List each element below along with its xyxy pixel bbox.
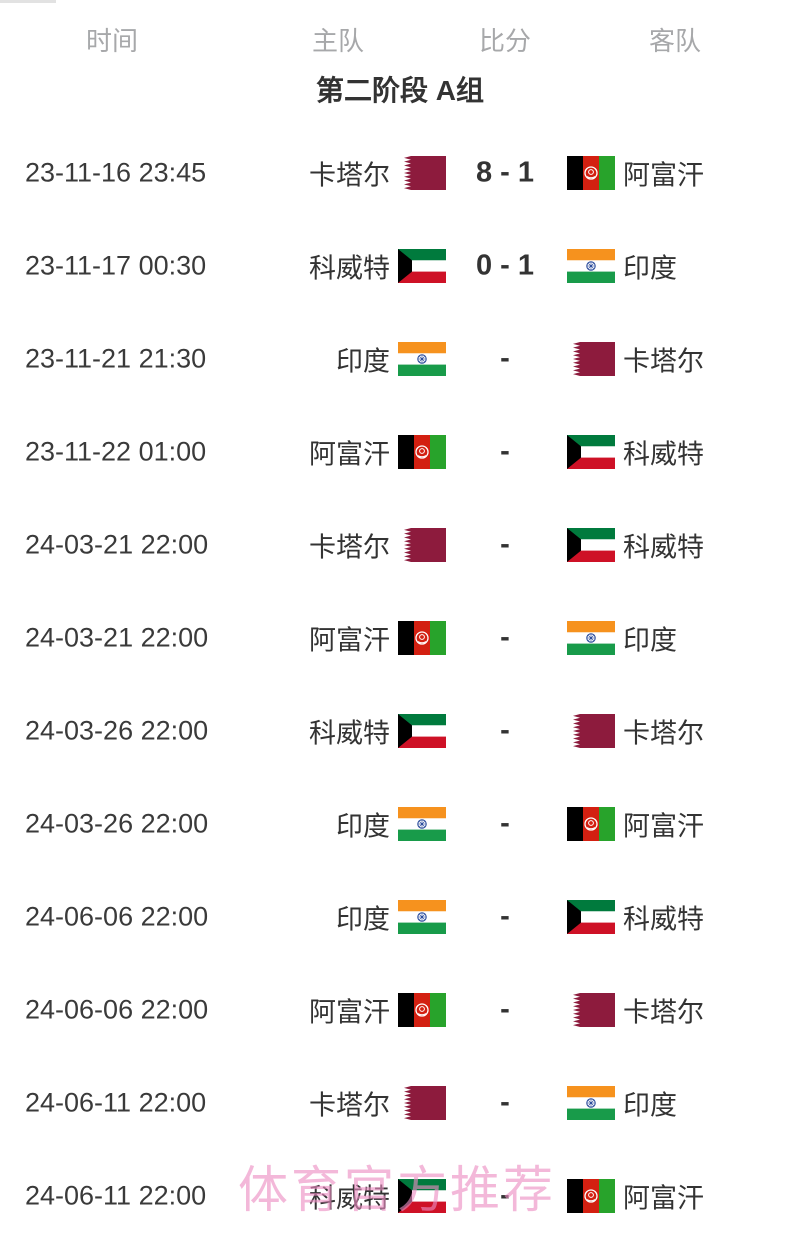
match-row[interactable]: 24-06-06 22:00 阿富汗 - 卡塔尔 bbox=[0, 963, 800, 1056]
match-score: - bbox=[500, 1086, 510, 1118]
india-flag-icon bbox=[567, 1085, 615, 1120]
india-flag-icon bbox=[567, 620, 615, 655]
away-team-name: 科威特 bbox=[623, 439, 704, 469]
screen-edge-artifact bbox=[0, 0, 56, 3]
match-score: - bbox=[500, 342, 510, 374]
home-team-name: 科威特 bbox=[309, 718, 390, 748]
away-team-name: 印度 bbox=[623, 253, 677, 283]
home-team-name: 卡塔尔 bbox=[309, 1090, 390, 1120]
match-time: 23-11-22 01:00 bbox=[25, 436, 207, 466]
match-time: 24-03-21 22:00 bbox=[25, 622, 209, 652]
group-stage-title: 第二阶段 A组 bbox=[315, 75, 484, 106]
afghanistan-flag-icon bbox=[567, 1178, 615, 1213]
away-team-name: 卡塔尔 bbox=[623, 997, 704, 1027]
match-row[interactable]: 24-03-26 22:00 印度 - 阿富汗 bbox=[0, 777, 800, 870]
away-team-name: 阿富汗 bbox=[623, 811, 704, 841]
match-time: 24-06-06 22:00 bbox=[25, 901, 209, 931]
header-away-label: 客队 bbox=[648, 26, 702, 56]
away-team-name: 科威特 bbox=[623, 532, 704, 562]
home-team-name: 印度 bbox=[336, 904, 390, 934]
away-team-name: 阿富汗 bbox=[623, 1183, 704, 1213]
home-team-name: 阿富汗 bbox=[309, 997, 390, 1027]
home-team-name: 科威特 bbox=[309, 1183, 390, 1213]
home-team-name: 阿富汗 bbox=[309, 625, 390, 655]
afghanistan-flag-icon bbox=[398, 992, 446, 1027]
away-team-name: 科威特 bbox=[623, 904, 704, 934]
afghanistan-flag-icon bbox=[398, 620, 446, 655]
qatar-flag-icon bbox=[398, 155, 446, 190]
qatar-flag-icon bbox=[567, 992, 615, 1027]
home-team-name: 印度 bbox=[336, 811, 390, 841]
match-score: - bbox=[500, 621, 510, 653]
match-row[interactable]: 23-11-21 21:30 印度 - 卡塔尔 bbox=[0, 312, 800, 405]
header-home-label: 主队 bbox=[311, 26, 365, 56]
match-score: - bbox=[500, 528, 510, 560]
match-row[interactable]: 24-03-26 22:00 科威特 - 卡塔尔 bbox=[0, 684, 800, 777]
away-team-name: 卡塔尔 bbox=[623, 346, 704, 376]
home-team-name: 卡塔尔 bbox=[309, 532, 390, 562]
afghanistan-flag-icon bbox=[398, 434, 446, 469]
match-score: - bbox=[500, 807, 510, 839]
match-time: 24-06-11 22:00 bbox=[25, 1180, 207, 1210]
match-score: - bbox=[500, 1179, 510, 1211]
kuwait-flag-icon bbox=[398, 1178, 446, 1213]
home-team-name: 印度 bbox=[336, 346, 390, 376]
away-team-name: 印度 bbox=[623, 1090, 677, 1120]
match-time: 24-03-26 22:00 bbox=[25, 808, 209, 838]
home-team-name: 科威特 bbox=[309, 253, 390, 283]
match-time: 23-11-21 21:30 bbox=[25, 343, 207, 373]
match-score: - bbox=[500, 435, 510, 467]
kuwait-flag-icon bbox=[567, 527, 615, 562]
kuwait-flag-icon bbox=[567, 434, 615, 469]
header-time-label: 时间 bbox=[85, 26, 139, 56]
match-row[interactable]: 24-06-06 22:00 印度 - 科威特 bbox=[0, 870, 800, 963]
home-team-name: 阿富汗 bbox=[309, 439, 390, 469]
match-list: 23-11-16 23:45 卡塔尔 8 - 1 阿富汗 23-11-17 00:3… bbox=[0, 126, 800, 1242]
afghanistan-flag-icon bbox=[567, 806, 615, 841]
match-score: - bbox=[500, 900, 510, 932]
match-row[interactable]: 23-11-22 01:00 阿富汗 - 科威特 bbox=[0, 405, 800, 498]
match-score: - bbox=[500, 714, 510, 746]
india-flag-icon bbox=[398, 899, 446, 934]
match-row[interactable]: 24-03-21 22:00 卡塔尔 - 科威特 bbox=[0, 498, 800, 591]
kuwait-flag-icon bbox=[398, 713, 446, 748]
match-time: 24-06-06 22:00 bbox=[25, 994, 209, 1024]
match-row[interactable]: 23-11-17 00:30 科威特 0 - 1 印度 bbox=[0, 219, 800, 312]
header-score-label: 比分 bbox=[478, 26, 532, 56]
home-team-name: 卡塔尔 bbox=[309, 160, 390, 190]
match-row[interactable]: 24-06-11 22:00 科威特 - 阿富汗 bbox=[0, 1149, 800, 1242]
match-score: 8 - 1 bbox=[475, 156, 535, 188]
match-time: 24-03-21 22:00 bbox=[25, 529, 209, 559]
india-flag-icon bbox=[398, 341, 446, 376]
away-team-name: 卡塔尔 bbox=[623, 718, 704, 748]
table-header: 时间 主队 比分 客队 bbox=[0, 26, 800, 56]
away-team-name: 阿富汗 bbox=[623, 160, 704, 190]
match-row[interactable]: 23-11-16 23:45 卡塔尔 8 - 1 阿富汗 bbox=[0, 126, 800, 219]
kuwait-flag-icon bbox=[567, 899, 615, 934]
qatar-flag-icon bbox=[567, 341, 615, 376]
qatar-flag-icon bbox=[398, 527, 446, 562]
india-flag-icon bbox=[398, 806, 446, 841]
match-time: 23-11-16 23:45 bbox=[25, 157, 207, 187]
match-time: 24-03-26 22:00 bbox=[25, 715, 209, 745]
qatar-flag-icon bbox=[398, 1085, 446, 1120]
match-time: 24-06-11 22:00 bbox=[25, 1087, 207, 1117]
kuwait-flag-icon bbox=[398, 248, 446, 283]
match-row[interactable]: 24-06-11 22:00 卡塔尔 - 印度 bbox=[0, 1056, 800, 1149]
match-score: 0 - 1 bbox=[475, 249, 535, 281]
india-flag-icon bbox=[567, 248, 615, 283]
qatar-flag-icon bbox=[567, 713, 615, 748]
afghanistan-flag-icon bbox=[567, 155, 615, 190]
match-row[interactable]: 24-03-21 22:00 阿富汗 - 印度 bbox=[0, 591, 800, 684]
match-time: 23-11-17 00:30 bbox=[25, 250, 207, 280]
away-team-name: 印度 bbox=[623, 625, 677, 655]
match-score: - bbox=[500, 993, 510, 1025]
